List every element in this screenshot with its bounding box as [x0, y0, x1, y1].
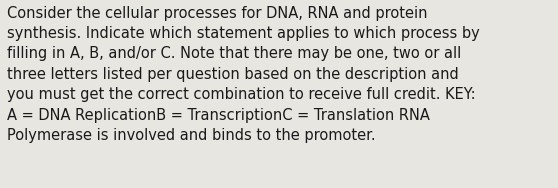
Text: Consider the cellular processes for DNA, RNA and protein
synthesis. Indicate whi: Consider the cellular processes for DNA,… [7, 6, 480, 143]
